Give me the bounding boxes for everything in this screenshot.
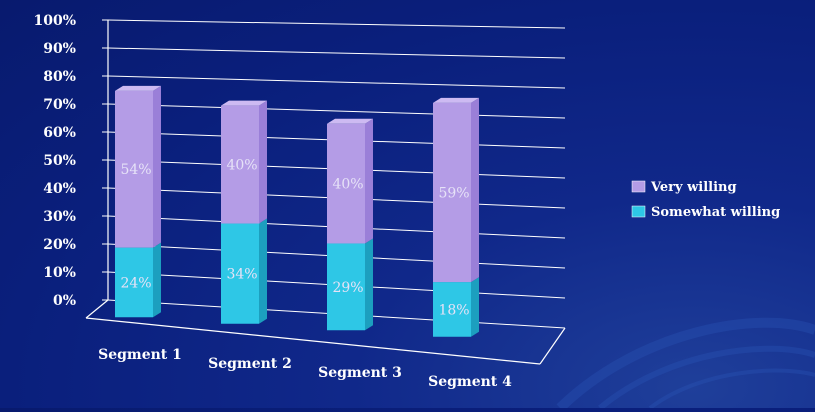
gridline xyxy=(107,19,566,29)
x-category-label-segment-3: Segment 3 xyxy=(318,365,402,381)
bar-side-somewhat-willing-segment-2 xyxy=(259,218,267,324)
y-tick-label: 0% xyxy=(53,293,76,309)
bar-somewhat-willing-segment-3 xyxy=(327,243,365,331)
y-tick-label: 40% xyxy=(43,181,76,197)
data-label-somewhat-willing-segment-1: 24% xyxy=(120,275,151,291)
legend-swatch-somewhat-willing xyxy=(631,205,646,218)
bar-group-segment-2: 34% 40% xyxy=(221,100,267,324)
legend-item-somewhat-willing: Somewhat willing xyxy=(631,205,780,220)
gridline xyxy=(107,103,566,119)
bar-somewhat-willing-segment-2 xyxy=(221,223,259,324)
legend: Very willing Somewhat willing xyxy=(631,180,780,220)
x-axis-line xyxy=(85,317,541,365)
x-category-label-segment-1: Segment 1 xyxy=(98,347,182,363)
bar-side-very-willing-segment-1 xyxy=(153,85,161,248)
y-tick-label: 90% xyxy=(43,41,76,57)
bar-side-very-willing-segment-2 xyxy=(259,100,267,224)
bar-very-willing-segment-2 xyxy=(221,105,259,224)
background-swirl xyxy=(556,317,815,412)
bar-group-segment-3: 29% 40% xyxy=(327,118,373,331)
x-category-label-segment-4: Segment 4 xyxy=(428,374,512,390)
y-axis-tick-labels: 0% 10% 20% 30% 40% 50% 60% 70% 80% 90% 100% xyxy=(33,13,108,309)
y-tick-label: 50% xyxy=(43,153,76,169)
gridline xyxy=(107,47,566,59)
legend-swatch-very-willing xyxy=(631,180,646,193)
data-label-very-willing-segment-4: 59% xyxy=(438,185,469,201)
y-tick-label: 30% xyxy=(43,209,76,225)
data-label-somewhat-willing-segment-2: 34% xyxy=(226,267,257,283)
y-tick-label: 60% xyxy=(43,125,76,141)
bar-top-segment-3 xyxy=(327,118,373,124)
y-tick-label: 10% xyxy=(43,265,76,281)
data-label-very-willing-segment-2: 40% xyxy=(226,158,257,174)
bar-side-somewhat-willing-segment-4 xyxy=(471,277,479,337)
data-label-very-willing-segment-1: 54% xyxy=(120,162,151,178)
bar-top-segment-2 xyxy=(221,100,267,106)
bars: 24% 54% 34% 40% 29% 40% 18% 59% xyxy=(115,85,479,337)
y-tick-label: 100% xyxy=(33,13,76,29)
bar-somewhat-willing-segment-1 xyxy=(115,247,153,318)
bar-somewhat-willing-segment-4 xyxy=(433,282,471,337)
y-tick-label: 80% xyxy=(43,69,76,85)
x-category-label-segment-2: Segment 2 xyxy=(208,356,292,372)
bar-top-segment-4 xyxy=(433,97,479,103)
bar-very-willing-segment-3 xyxy=(327,123,365,244)
floor-left-edge xyxy=(85,299,109,319)
data-label-very-willing-segment-3: 40% xyxy=(332,177,363,193)
x-axis-category-labels: Segment 1 Segment 2 Segment 3 Segment 4 xyxy=(98,347,512,390)
bar-side-somewhat-willing-segment-1 xyxy=(153,242,161,318)
gridline xyxy=(107,75,566,89)
bar-very-willing-segment-1 xyxy=(115,90,153,248)
bar-top-segment-1 xyxy=(115,85,161,91)
bar-very-willing-segment-4 xyxy=(433,102,471,283)
bar-group-segment-1: 24% 54% xyxy=(115,85,161,318)
bar-side-very-willing-segment-3 xyxy=(365,118,373,244)
y-tick-label: 20% xyxy=(43,237,76,253)
legend-label-somewhat-willing: Somewhat willing xyxy=(651,205,780,220)
legend-label-very-willing: Very willing xyxy=(650,180,737,195)
data-label-somewhat-willing-segment-3: 29% xyxy=(332,280,363,296)
data-label-somewhat-willing-segment-4: 18% xyxy=(438,302,469,318)
legend-item-very-willing: Very willing xyxy=(631,180,737,195)
bar-side-very-willing-segment-4 xyxy=(471,97,479,283)
floor-right-edge xyxy=(539,327,566,365)
bar-side-somewhat-willing-segment-3 xyxy=(365,238,373,331)
bar-group-segment-4: 18% 59% xyxy=(433,97,479,337)
y-tick-label: 70% xyxy=(43,97,76,113)
